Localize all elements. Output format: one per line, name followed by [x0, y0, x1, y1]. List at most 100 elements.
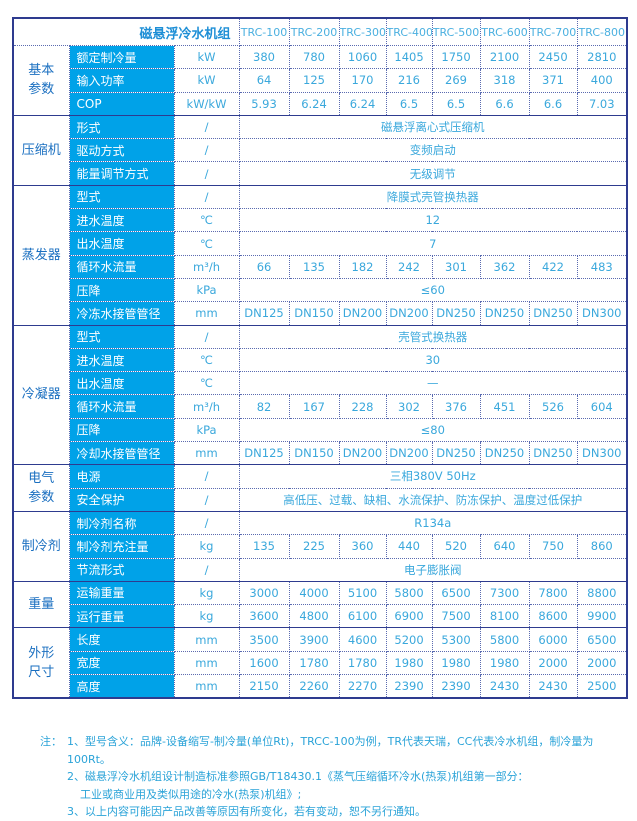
- param-label: 安全保护: [68, 487, 175, 512]
- value-cell: 64: [238, 68, 290, 93]
- table-row: 出水温度 ℃ —: [13, 371, 628, 396]
- value-cell: 2150: [238, 674, 290, 699]
- value-cell: 6.5: [431, 91, 481, 116]
- value-cell: DN250: [479, 301, 530, 326]
- param-label: 高度: [68, 674, 175, 699]
- param-label: 驱动方式: [68, 138, 175, 163]
- value-cell: 228: [338, 394, 387, 419]
- notes-label: 注：: [40, 735, 62, 748]
- value-cell: 1060: [338, 44, 387, 70]
- value-cell: 2810: [576, 44, 628, 70]
- unit-cell: kPa: [173, 417, 240, 443]
- value-cell: 1750: [431, 44, 481, 70]
- model-header: TRC-200: [288, 17, 340, 46]
- table-row: 安全保护 / 高低压、过载、缺相、水流保护、防冻保护、温度过低保护: [13, 487, 628, 512]
- value-cell: 2100: [479, 44, 530, 70]
- notes: 注： 1、型号含义：品牌-设备缩写-制冷量(单位Rt)，TRCC-100为例，TR…: [40, 733, 637, 821]
- value-cell: 1780: [338, 650, 387, 676]
- table-row: 节流形式 / 电子膨胀阀: [13, 557, 628, 582]
- unit-cell: mm: [173, 441, 240, 466]
- value-cell: DN125: [238, 301, 290, 326]
- value-cell: DN200: [385, 301, 433, 326]
- unit-cell: ℃: [173, 347, 240, 373]
- table-row: 制冷剂 制冷剂名称 / R134a: [12, 510, 628, 582]
- note-2: 2、磁悬浮冷水机组设计制造标准参照GB/T18430.1《蒸气压缩循环冷水(热泵…: [67, 770, 529, 783]
- unit-cell: ℃: [173, 231, 240, 256]
- value-cell: 380: [238, 44, 290, 70]
- param-label: 进水温度: [68, 347, 175, 373]
- value-span-cell: 高低压、过载、缺相、水流保护、防冻保护、温度过低保护: [238, 487, 628, 512]
- unit-cell: /: [173, 487, 240, 512]
- value-cell: 5300: [431, 627, 481, 652]
- table-row: 外形尺寸 长度 mm 3500 3900 4600 5200 5300 5800 6000 6500: [12, 627, 628, 699]
- value-cell: 640: [479, 534, 530, 559]
- value-cell: 167: [288, 394, 340, 419]
- value-cell: 182: [338, 254, 387, 279]
- value-cell: 360: [338, 534, 387, 559]
- unit-cell: /: [173, 114, 240, 140]
- table-title: 磁悬浮冷水机组: [12, 17, 240, 46]
- value-cell: 318: [479, 68, 530, 93]
- unit-cell: /: [173, 510, 240, 536]
- param-label: COP: [68, 91, 175, 116]
- value-cell: 526: [528, 394, 578, 419]
- unit-cell: mm: [173, 627, 240, 652]
- unit-cell: kg: [173, 534, 240, 559]
- unit-cell: mm: [173, 674, 240, 699]
- value-cell: 2450: [528, 44, 578, 70]
- value-span-cell: ≤60: [238, 277, 628, 303]
- value-cell: 2430: [479, 674, 530, 699]
- value-cell: 8600: [528, 604, 578, 629]
- value-cell: 269: [431, 68, 481, 93]
- param-label: 电源: [68, 464, 175, 489]
- value-cell: 66: [238, 254, 290, 279]
- table-row: 电气参数 电源 / 三相380V 50Hz: [12, 464, 628, 512]
- value-cell: 604: [576, 394, 628, 419]
- value-cell: 6.6: [479, 91, 530, 116]
- table-row: 能量调节方式 / 无级调节: [13, 161, 628, 186]
- table-row: 循环水流量 m³/h 82 167 228 302 376 451 526 604: [13, 394, 628, 419]
- value-span-cell: 变频启动: [238, 138, 628, 163]
- unit-cell: /: [173, 184, 240, 210]
- value-cell: 5100: [338, 580, 387, 606]
- value-span-cell: R134a: [238, 510, 628, 536]
- unit-cell: /: [173, 138, 240, 163]
- unit-cell: mm: [173, 301, 240, 326]
- value-cell: 242: [385, 254, 433, 279]
- value-span-cell: 30: [238, 347, 628, 373]
- param-label: 额定制冷量: [68, 44, 175, 70]
- spec-table: 磁悬浮冷水机组 TRC-100 TRC-200 TRC-300 TRC-400 TRC-…: [12, 17, 629, 700]
- param-label: 长度: [68, 627, 175, 652]
- value-cell: DN200: [338, 441, 387, 466]
- value-cell: 9900: [576, 604, 628, 629]
- model-header: TRC-100: [238, 17, 290, 46]
- model-header: TRC-300: [338, 17, 387, 46]
- unit-cell: kW: [173, 44, 240, 70]
- value-cell: DN300: [576, 301, 628, 326]
- value-cell: 1980: [385, 650, 433, 676]
- value-cell: 371: [528, 68, 578, 93]
- param-label: 运行重量: [68, 604, 175, 629]
- value-cell: 6900: [385, 604, 433, 629]
- value-cell: DN300: [576, 441, 628, 466]
- value-cell: DN250: [528, 441, 578, 466]
- value-cell: 1980: [479, 650, 530, 676]
- value-cell: DN250: [528, 301, 578, 326]
- param-label: 能量调节方式: [68, 161, 175, 186]
- unit-cell: kW: [173, 68, 240, 93]
- value-cell: 125: [288, 68, 340, 93]
- table-row: 冷凝器 型式 / 壳管式换热器: [12, 324, 628, 466]
- unit-cell: ℃: [173, 371, 240, 396]
- value-cell: 2270: [338, 674, 387, 699]
- group-label: 电气参数: [12, 464, 70, 512]
- value-cell: DN200: [338, 301, 387, 326]
- value-cell: 3000: [238, 580, 290, 606]
- value-span-cell: 12: [238, 208, 628, 233]
- value-cell: 216: [385, 68, 433, 93]
- unit-cell: /: [173, 324, 240, 349]
- table-row: 压缩机 形式 / 磁悬浮离心式压缩机: [12, 114, 628, 186]
- model-header: TRC-600: [479, 17, 530, 46]
- param-label: 宽度: [68, 650, 175, 676]
- table-row: 驱动方式 / 变频启动: [13, 138, 628, 163]
- note-2-continued: 工业或商业用及类似用途的冷水(热泵)机组》;: [80, 787, 302, 801]
